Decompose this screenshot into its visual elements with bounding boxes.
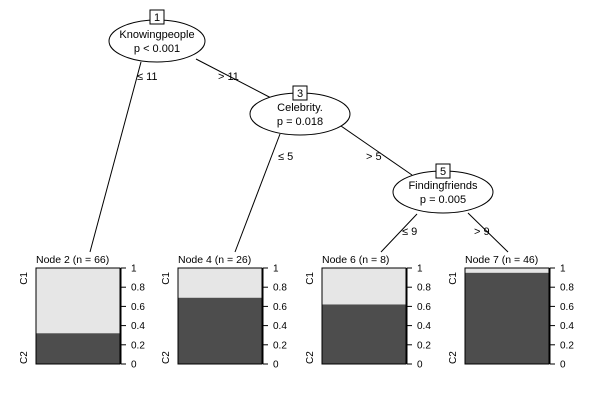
node-id-label: 1 (154, 12, 160, 24)
terminal-node-4: Node 4 (n = 26) C1 C2 0 0.2 0.4 0.6 0.8 1 (161, 253, 287, 371)
bar-c1 (322, 268, 406, 305)
edge-label-1-2: ≤ 11 (137, 71, 158, 83)
bar-c2 (178, 297, 262, 364)
terminal-box-frame (177, 267, 263, 365)
axis-tick-label: 1 (560, 264, 566, 275)
node-id-box (292, 85, 308, 101)
terminal-node-7: Node 7 (n = 46) C1 C2 0 0.2 0.4 0.6 0.8 1 (448, 253, 574, 371)
bar-c1 (36, 268, 120, 334)
class-label-c1: C1 (19, 272, 30, 285)
terminal-title-bg (320, 253, 408, 266)
axis-tick-label: 0.8 (273, 283, 287, 294)
axis-tick-label: 0.2 (273, 340, 287, 351)
inner-node-1: 1 Knowingpeople p < 0.001 (108, 9, 206, 63)
class-label-c2: C2 (161, 351, 172, 364)
terminal-box-frame (321, 267, 407, 365)
terminal-title: Node 7 (n = 46) (465, 254, 538, 266)
bar-c2 (465, 272, 549, 364)
class-label-c2: C2 (305, 351, 316, 364)
axis-tick-label: 0.8 (417, 283, 431, 294)
axis-tick-label: 0.6 (417, 302, 431, 313)
axis-tick-label: 0.8 (131, 283, 145, 294)
axis-tick-label: 0 (560, 360, 566, 371)
axis-tick-label: 0.4 (417, 321, 431, 332)
node-id-label: 3 (297, 88, 303, 100)
axis-tick-label: 0.2 (417, 340, 431, 351)
axis-tick-label: 0.2 (131, 340, 145, 351)
terminal-title-bg (463, 253, 551, 266)
edge-1-3 (195, 58, 276, 101)
terminal-node-2: Node 2 (n = 66) C1 C2 0 0.2 0.4 0.6 0.8 1 (19, 253, 145, 371)
inner-node-5: 5 Findingfriends p = 0.005 (392, 163, 494, 214)
axis-tick-label: 0.4 (560, 321, 574, 332)
edge-label-1-3: > 11 (218, 71, 239, 83)
axis-tick-label: 0.8 (560, 283, 574, 294)
axis-tick-label: 0.2 (560, 340, 574, 351)
bar-c2 (322, 304, 406, 364)
inner-node-ellipse (108, 19, 206, 63)
class-label-c1: C1 (305, 272, 316, 285)
inner-node-3: 3 Celebrity. p = 0.018 (249, 85, 351, 136)
bar-c2 (36, 333, 120, 364)
axis-tick-label: 0.4 (131, 321, 145, 332)
axis-tick-label: 0.4 (273, 321, 287, 332)
split-variable-label: Findingfriends (408, 180, 478, 192)
axis-tick-label: 0 (131, 360, 137, 371)
axis-tick-label: 1 (273, 264, 279, 275)
bar-c1 (178, 268, 262, 298)
axis-tick-label: 0 (417, 360, 423, 371)
terminal-node-6: Node 6 (n = 8) C1 C2 0 0.2 0.4 0.6 0.8 1 (305, 253, 431, 371)
class-label-c1: C1 (161, 272, 172, 285)
terminal-box-frame (464, 267, 550, 365)
edge-1-2 (89, 61, 142, 253)
bar-c1 (465, 268, 549, 273)
edge-5-6 (380, 213, 418, 253)
terminal-title: Node 4 (n = 26) (178, 254, 251, 266)
terminal-title-bg (176, 253, 264, 266)
class-label-c1: C1 (448, 272, 459, 285)
node-id-box (149, 9, 165, 25)
edge-label-5-6: ≤ 9 (402, 226, 417, 238)
axis-tick-label: 0.6 (131, 302, 145, 313)
axis-tick-label: 0.6 (273, 302, 287, 313)
p-value-label: p < 0.001 (134, 43, 180, 55)
axis-tick-label: 0 (273, 360, 279, 371)
terminal-title: Node 6 (n = 8) (322, 254, 389, 266)
node-id-box (435, 163, 451, 179)
edge-label-5-7: > 9 (474, 226, 490, 238)
axis-tick-label: 0.6 (560, 302, 574, 313)
terminal-title: Node 2 (n = 66) (36, 254, 109, 266)
inner-nodes-layer: 1 Knowingpeople p < 0.001 3 Celebrity. p = 0.… (108, 9, 494, 214)
p-value-label: p = 0.005 (420, 194, 466, 206)
terminal-box-frame (35, 267, 121, 365)
edge-3-5 (340, 125, 413, 176)
edge-label-3-4: ≤ 5 (278, 151, 293, 163)
class-label-c2: C2 (19, 351, 30, 364)
class-label-c2: C2 (448, 351, 459, 364)
edge-labels-layer: ≤ 11 > 11 ≤ 5 > 5 ≤ 9 > 9 (137, 71, 490, 238)
edge-label-3-5: > 5 (366, 151, 382, 163)
edge-3-4 (234, 133, 281, 253)
p-value-label: p = 0.018 (277, 116, 323, 128)
edges-layer (89, 58, 509, 253)
axis-tick-label: 1 (417, 264, 423, 275)
node-id-label: 5 (440, 166, 446, 178)
split-variable-label: Knowingpeople (119, 29, 194, 41)
terminal-title-bg (34, 253, 122, 266)
edge-5-7 (467, 212, 509, 253)
split-variable-label: Celebrity. (277, 102, 323, 114)
axis-tick-label: 1 (131, 264, 137, 275)
